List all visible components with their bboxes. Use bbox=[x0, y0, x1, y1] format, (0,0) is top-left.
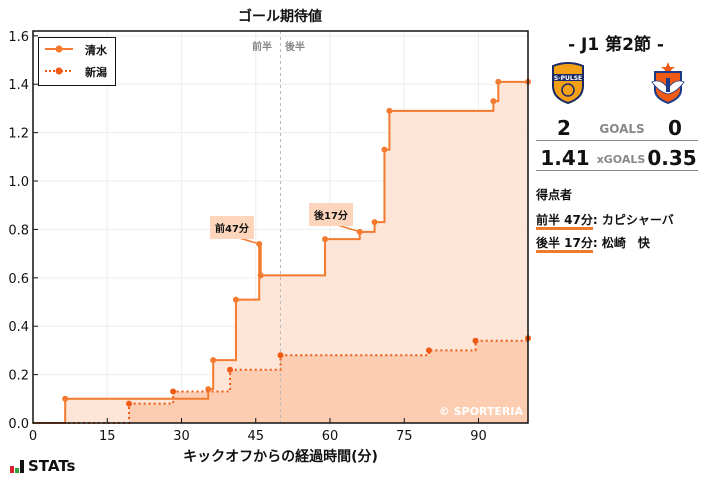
svg-text:0.8: 0.8 bbox=[8, 223, 29, 238]
svg-text:0.0: 0.0 bbox=[8, 417, 29, 432]
svg-text:1.4: 1.4 bbox=[8, 78, 29, 93]
goals-label: GOALS bbox=[599, 122, 645, 136]
xgoals-label: xGOALS bbox=[596, 153, 646, 166]
svg-text:45: 45 bbox=[247, 429, 264, 444]
svg-text:75: 75 bbox=[396, 429, 413, 444]
albirex-crest-icon bbox=[651, 62, 685, 105]
goal-annotation-17: 後17分 bbox=[309, 203, 353, 226]
scorer-item: 前半 47分: カピシャーバ bbox=[536, 211, 674, 230]
goal-time: 後半 17分 bbox=[536, 236, 593, 253]
svg-text:0: 0 bbox=[29, 429, 37, 444]
svg-text:90: 90 bbox=[470, 429, 487, 444]
legend-item-shimizu: 清水 bbox=[39, 40, 115, 60]
stats-logo: STATs bbox=[10, 457, 75, 475]
scorer-item: 後半 17分: 松崎 快 bbox=[536, 234, 674, 253]
first-half-label: 前半 bbox=[252, 42, 272, 53]
watermark: © SPORTERIA bbox=[438, 405, 523, 418]
series-lines bbox=[33, 78, 531, 424]
svg-text:30: 30 bbox=[173, 429, 190, 444]
scorers-header: 得点者 bbox=[536, 188, 573, 202]
xgoals-row: 1.41 xGOALS 0.35 bbox=[536, 146, 698, 171]
svg-text:15: 15 bbox=[99, 429, 116, 444]
svg-text:0.4: 0.4 bbox=[8, 320, 29, 335]
home-goals: 2 bbox=[557, 116, 571, 140]
axis-ticks: 0 15 30 45 60 75 90 0.0 0.2 0.4 0.6 0.8 1.0 1.2 1.4 1.6 bbox=[8, 30, 486, 444]
svg-text:S-PULSE: S-PULSE bbox=[554, 75, 582, 82]
svg-text:1.6: 1.6 bbox=[8, 30, 29, 45]
scorer-name: : 松崎 快 bbox=[592, 236, 650, 250]
legend: 清水 新潟 bbox=[38, 37, 116, 86]
bar-chart-icon bbox=[10, 459, 24, 473]
goals-row: 2 GOALS 0 bbox=[536, 116, 698, 141]
chart-title: ゴール期待値 bbox=[238, 9, 322, 25]
scorers-list: 得点者 前半 47分: カピシャーバ 後半 17分: 松崎 快 bbox=[536, 186, 674, 257]
svg-text:0.6: 0.6 bbox=[8, 272, 29, 287]
scorer-name: : カピシャーバ bbox=[592, 213, 674, 227]
svg-text:0.2: 0.2 bbox=[8, 369, 29, 384]
legend-item-niigata: 新潟 bbox=[39, 62, 115, 82]
away-goals: 0 bbox=[668, 116, 682, 140]
svg-text:1.0: 1.0 bbox=[8, 175, 29, 190]
plot-frame bbox=[32, 30, 529, 424]
dotted-line-marker-icon bbox=[45, 67, 73, 75]
round-title: - J1 第2節 - bbox=[568, 35, 664, 55]
x-axis-label: キックオフからの経過時間(分) bbox=[183, 449, 378, 465]
away-xgoals: 0.35 bbox=[647, 146, 697, 170]
s-pulse-crest-icon: S-PULSE bbox=[551, 62, 585, 105]
svg-text:1.2: 1.2 bbox=[8, 127, 29, 142]
second-half-label: 後半 bbox=[285, 42, 305, 53]
goal-annotation-47: 前47分 bbox=[210, 216, 254, 239]
goal-time: 前半 47分 bbox=[536, 213, 593, 230]
svg-text:60: 60 bbox=[322, 429, 339, 444]
home-xgoals: 1.41 bbox=[540, 146, 590, 170]
solid-line-marker-icon bbox=[45, 45, 73, 53]
